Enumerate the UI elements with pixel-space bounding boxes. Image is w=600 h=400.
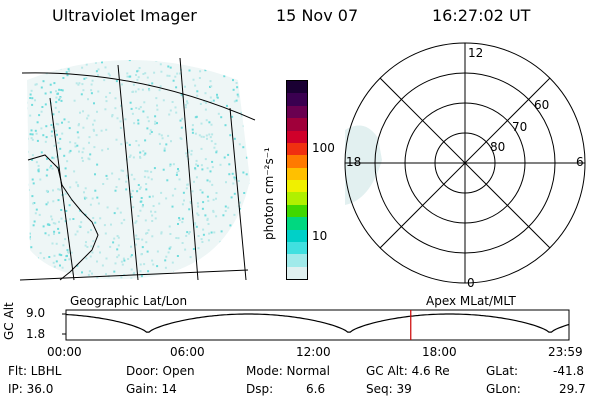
mode-info: Mode: Normal xyxy=(246,364,330,378)
colorbar-segment xyxy=(287,229,307,242)
altitude-ylabel: GC Alt xyxy=(2,302,16,340)
mlt-label-0: 0 xyxy=(467,276,475,290)
gain-info: Gain: 14 xyxy=(126,382,177,396)
mlt-label-6: 6 xyxy=(576,155,584,169)
colorbar-segment xyxy=(287,130,307,143)
coastline xyxy=(27,154,99,281)
colorbar-segment xyxy=(287,155,307,168)
latitude-line xyxy=(21,72,256,121)
latitude-line xyxy=(19,269,249,281)
uv-emission-patch xyxy=(345,125,382,205)
glat-label: GLat: xyxy=(486,364,519,378)
glat-value: -41.8 xyxy=(553,364,585,378)
date-label: 15 Nov 07 xyxy=(276,6,359,25)
altitude-plot-frame xyxy=(65,309,570,341)
longitude-line xyxy=(229,107,247,281)
colorbar-segment xyxy=(287,118,307,131)
time-tick-1200: 12:00 xyxy=(296,345,331,359)
time-tick-0600: 06:00 xyxy=(170,345,205,359)
ip-info: IP: 36.0 xyxy=(8,382,54,396)
colorbar-segment xyxy=(287,192,307,205)
dsp-label: Dsp: xyxy=(246,382,274,396)
glon-label: GLon: xyxy=(486,382,521,396)
time-tick-0000: 00:00 xyxy=(47,345,82,359)
seq-info: Seq: 39 xyxy=(366,382,412,396)
time-tick-2359: 23:59 xyxy=(548,345,583,359)
dsp-value: 6.6 xyxy=(306,382,326,396)
uv-emission-image xyxy=(27,60,250,280)
color-scale-bar xyxy=(286,80,308,280)
colorbar-tick-10: 10 xyxy=(312,229,328,243)
gc-alt-info: GC Alt: 4.6 Re xyxy=(366,364,450,378)
colorbar-segment xyxy=(287,105,307,119)
time-label: 16:27:02 UT xyxy=(432,6,531,25)
colorbar-segment xyxy=(287,266,307,279)
altitude-curve xyxy=(65,313,570,333)
colorbar-segment xyxy=(287,167,307,180)
colorbar-segment xyxy=(287,204,307,218)
mlat-label-80: 80 xyxy=(490,140,506,154)
longitude-line xyxy=(117,64,139,281)
mlat-label-70: 70 xyxy=(512,120,528,134)
altitude-ytick-1.8: 1.8 xyxy=(26,327,46,341)
colorbar-segment xyxy=(287,254,307,267)
colorbar-segment xyxy=(287,93,307,106)
colorbar-segment xyxy=(287,217,307,230)
colorbar-segment xyxy=(287,180,307,193)
mlt-line-diag xyxy=(379,77,551,249)
longitude-line xyxy=(179,57,199,281)
time-tick-1800: 18:00 xyxy=(422,345,457,359)
longitude-line xyxy=(49,97,75,281)
colorbar-segment xyxy=(287,142,307,156)
colorbar-segment xyxy=(287,241,307,255)
mlt-label-18: 18 xyxy=(346,155,362,169)
mlt-label-12: 12 xyxy=(468,46,484,60)
filter-info: Flt: LBHL xyxy=(8,364,62,378)
door-info: Door: Open xyxy=(126,364,195,378)
left-panel-label: Geographic Lat/Lon xyxy=(70,294,188,308)
altitude-ytick-9: 9.0 xyxy=(26,306,46,320)
colorbar-tick-100: 100 xyxy=(312,141,335,155)
glon-value: 29.7 xyxy=(559,382,586,396)
colorbar-segment xyxy=(287,81,307,94)
mlat-label-60: 60 xyxy=(534,98,550,112)
right-panel-label: Apex MLat/MLT xyxy=(426,294,516,308)
instrument-title: Ultraviolet Imager xyxy=(52,6,197,25)
